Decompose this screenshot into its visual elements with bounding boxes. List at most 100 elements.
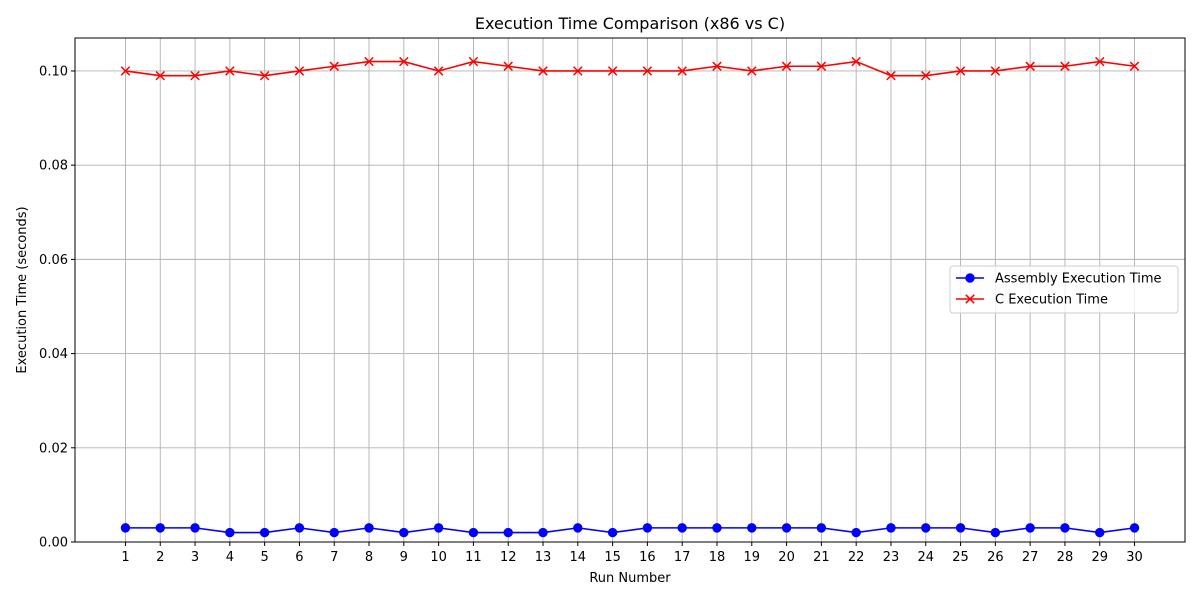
x-tick-label: 15 xyxy=(604,550,621,565)
legend-marker xyxy=(965,273,975,283)
data-point xyxy=(433,66,444,76)
series-line xyxy=(125,60,1135,77)
data-point xyxy=(677,523,687,533)
x-tick-label: 23 xyxy=(883,550,900,565)
x-tick-label: 12 xyxy=(500,550,517,565)
x-tick-label: 18 xyxy=(709,550,726,565)
x-tick-label: 6 xyxy=(295,550,303,565)
x-tick-label: 24 xyxy=(917,550,934,565)
x-tick-label: 25 xyxy=(952,550,969,565)
data-point xyxy=(747,523,757,533)
y-tick-label: 0.08 xyxy=(39,159,68,174)
data-point xyxy=(155,523,165,533)
legend-box xyxy=(949,265,1179,314)
x-tick-label: 28 xyxy=(1057,550,1074,565)
data-point xyxy=(329,527,339,538)
data-point xyxy=(120,523,131,533)
data-point xyxy=(747,66,757,76)
legend-item: C Execution Time xyxy=(956,293,1108,308)
y-tick-label: 0.10 xyxy=(39,64,68,79)
data-point xyxy=(364,56,374,67)
chart-title: Execution Time Comparison (x86 vs C) xyxy=(475,14,785,33)
data-point xyxy=(364,523,374,533)
x-tick-label: 9 xyxy=(400,550,408,565)
data-point xyxy=(990,66,1001,76)
data-point xyxy=(1129,61,1140,71)
x-tick-label: 27 xyxy=(1022,550,1039,565)
x-tick-label: 21 xyxy=(813,550,830,565)
x-axis: 1 2 3 4 5 6 7 8 9 10 11 12 13 14 15 16 17 18 19 20 21 22 23 24 2… xyxy=(121,542,1143,565)
data-point xyxy=(433,523,444,533)
x-tick-label: 1 xyxy=(121,550,129,565)
data-point xyxy=(851,56,861,67)
x-tick-label: 4 xyxy=(226,550,234,565)
data-point xyxy=(538,527,548,538)
x-tick-label: 3 xyxy=(191,550,199,565)
y-tick-label: 0.04 xyxy=(39,347,68,362)
x-tick-label: 26 xyxy=(987,550,1004,565)
series-c xyxy=(120,56,1140,81)
data-point xyxy=(955,523,966,533)
data-point xyxy=(990,527,1001,538)
data-point xyxy=(225,527,235,538)
x-axis-label: Run Number xyxy=(589,571,671,586)
legend-label: Assembly Execution Time xyxy=(995,272,1162,287)
series-layer xyxy=(120,56,1140,538)
data-point xyxy=(1025,61,1035,71)
data-point xyxy=(1095,56,1105,67)
data-point xyxy=(712,61,722,71)
data-point xyxy=(921,523,931,533)
data-point xyxy=(120,66,131,76)
x-tick-label: 16 xyxy=(639,550,656,565)
x-tick-label: 14 xyxy=(570,550,587,565)
data-point xyxy=(1060,61,1070,71)
x-tick-label: 13 xyxy=(535,550,552,565)
y-tick-label: 0.00 xyxy=(39,536,68,551)
data-point xyxy=(399,56,409,67)
data-point xyxy=(642,66,653,76)
data-point xyxy=(607,66,618,76)
legend-label: C Execution Time xyxy=(995,293,1108,308)
x-tick-label: 22 xyxy=(848,550,865,565)
data-point xyxy=(259,70,270,81)
legend-item: Assembly Execution Time xyxy=(956,272,1162,287)
x-tick-label: 19 xyxy=(744,550,761,565)
data-point xyxy=(1060,523,1070,533)
data-point xyxy=(955,66,966,76)
data-point xyxy=(781,61,792,71)
data-point xyxy=(642,523,653,533)
data-point xyxy=(294,523,305,533)
data-point xyxy=(781,523,792,533)
data-point xyxy=(503,527,513,538)
legend-marker xyxy=(965,294,975,304)
data-point xyxy=(816,61,827,71)
data-point xyxy=(503,61,513,71)
data-point xyxy=(225,66,235,76)
data-point xyxy=(886,70,896,81)
data-point xyxy=(259,527,270,538)
series-line xyxy=(125,527,1135,534)
data-point xyxy=(816,523,827,533)
data-point xyxy=(1095,527,1105,538)
data-point xyxy=(329,61,339,71)
plot-frame xyxy=(74,37,1186,543)
data-point xyxy=(1025,523,1035,533)
data-point xyxy=(468,527,479,538)
y-tick-label: 0.06 xyxy=(39,253,68,268)
x-tick-label: 11 xyxy=(465,550,482,565)
x-tick-label: 30 xyxy=(1126,550,1143,565)
y-tick-label: 0.02 xyxy=(39,441,68,456)
x-tick-label: 17 xyxy=(674,550,691,565)
data-point xyxy=(886,523,896,533)
x-tick-label: 29 xyxy=(1091,550,1108,565)
x-tick-label: 7 xyxy=(330,550,338,565)
data-point xyxy=(399,527,409,538)
x-tick-label: 8 xyxy=(365,550,373,565)
data-point xyxy=(607,527,618,538)
data-point xyxy=(468,56,479,67)
data-point xyxy=(190,70,200,81)
y-axis: 0.00 0.02 0.04 0.06 0.08 0.10 xyxy=(39,64,75,551)
data-point xyxy=(712,523,722,533)
data-point xyxy=(573,523,583,533)
